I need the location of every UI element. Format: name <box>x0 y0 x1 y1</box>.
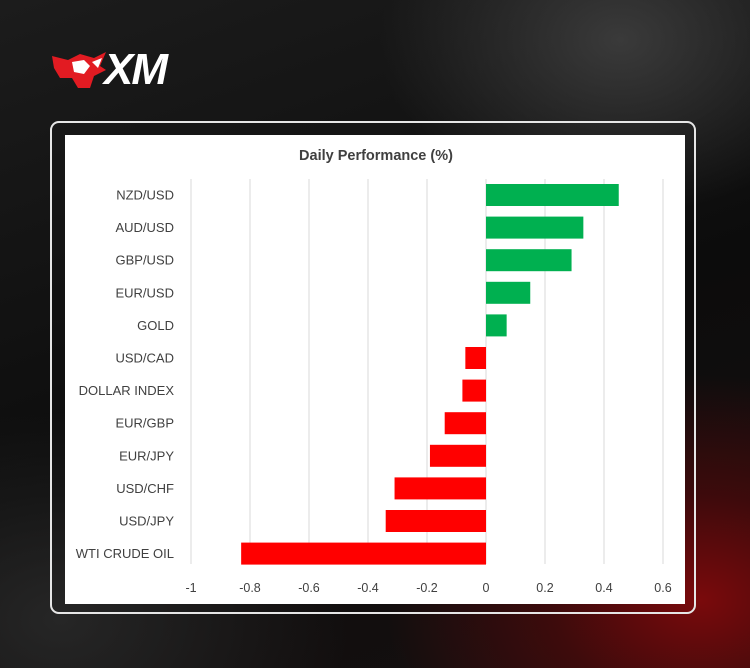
x-tick-label: 0.2 <box>536 581 553 595</box>
category-labels: NZD/USD AUD/USD GBP/USD EUR/USD GOLD USD/CAD D… <box>76 188 175 562</box>
category-label: NZD/USD <box>116 188 174 203</box>
category-label: WTI CRUDE OIL <box>76 546 174 561</box>
x-tick-label: 0 <box>483 581 490 595</box>
bar-usd-jpy <box>385 510 486 532</box>
x-tick-label: -0.4 <box>357 581 379 595</box>
bar-wti-crude-oil <box>241 542 486 565</box>
bar-eur-gbp <box>444 412 486 435</box>
category-label: EUR/GBP <box>115 416 174 431</box>
category-label: USD/CHF <box>116 481 174 496</box>
bar-usd-cad <box>465 347 486 369</box>
gridlines <box>190 179 664 564</box>
x-tick-label: 0.6 <box>654 581 671 595</box>
bar-nzd-usd <box>486 184 619 206</box>
bar-eur-jpy <box>429 444 486 467</box>
x-tick-label: -1 <box>185 581 196 595</box>
category-label: GOLD <box>137 318 174 333</box>
xm-logo: XM <box>50 45 202 94</box>
chart-frame <box>50 121 696 614</box>
bar-eur-usd <box>486 281 531 304</box>
x-tick-label: -0.6 <box>298 581 320 595</box>
x-tick-label: -0.2 <box>416 581 438 595</box>
category-label: DOLLAR INDEX <box>79 383 175 398</box>
x-tick-label: -0.8 <box>239 581 261 595</box>
category-label: USD/JPY <box>119 514 174 529</box>
category-label: GBP/USD <box>115 253 174 268</box>
category-label: EUR/JPY <box>119 448 174 463</box>
bar-aud-usd <box>486 216 584 239</box>
chart-panel: Daily Performance (%) NZD/USD AUD/USD GBP/… <box>65 135 685 604</box>
category-label: EUR/USD <box>115 285 174 300</box>
bar-usd-chf <box>394 477 486 500</box>
x-tick-label: 0.4 <box>595 581 612 595</box>
category-label: USD/CAD <box>115 351 174 366</box>
category-label: AUD/USD <box>115 220 174 235</box>
bar-dollar-index <box>462 379 486 402</box>
performance-bar-chart: Daily Performance (%) NZD/USD AUD/USD GBP/… <box>76 148 672 595</box>
bars <box>241 184 619 565</box>
bar-gbp-usd <box>486 249 572 272</box>
bull-icon <box>52 52 106 88</box>
x-tick-labels: -1 -0.8 -0.6 -0.4 -0.2 0 0.2 0.4 0.6 <box>185 581 671 595</box>
chart-title: Daily Performance (%) <box>299 148 453 164</box>
bar-gold <box>486 314 507 337</box>
brand-name: XM <box>104 45 168 94</box>
